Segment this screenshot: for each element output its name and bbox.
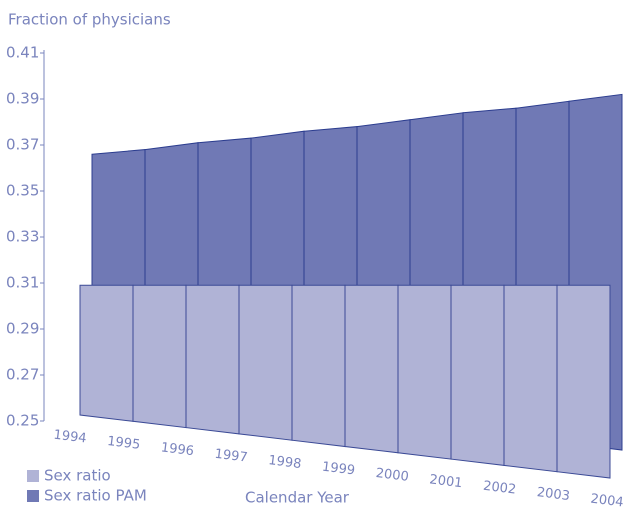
bar-segment	[185, 284, 240, 435]
bar-segment	[344, 284, 399, 454]
bar-segment	[397, 284, 452, 460]
bar-segment	[556, 284, 611, 479]
x-tick-label: 2001	[429, 472, 464, 491]
legend-label: Sex ratio	[44, 467, 111, 485]
bar-segment	[450, 284, 505, 466]
legend-swatch	[27, 470, 39, 482]
y-tick-label: 0.35	[6, 182, 39, 200]
bar-segment	[79, 284, 134, 422]
x-axis-title: Calendar Year	[245, 489, 350, 507]
x-tick-label: 1996	[160, 440, 195, 459]
bar-segment	[132, 284, 187, 429]
x-tick-label: 2002	[482, 479, 517, 498]
y-tick-label: 0.33	[6, 228, 39, 246]
x-tick-label: 1995	[106, 434, 141, 453]
legend-label: Sex ratio PAM	[44, 487, 147, 505]
x-tick-label: 1999	[321, 460, 356, 479]
y-tick-label: 0.41	[6, 44, 39, 62]
y-tick-label: 0.31	[6, 274, 39, 292]
y-tick-label: 0.27	[6, 366, 39, 384]
x-tick-label: 1994	[53, 428, 88, 447]
legend-swatch	[27, 490, 39, 502]
bar-segment	[238, 284, 293, 441]
y-tick-label: 0.25	[6, 412, 39, 430]
x-tick-label: 1997	[214, 447, 249, 466]
y-tick-label: 0.37	[6, 136, 39, 154]
y-tick-label: 0.39	[6, 90, 39, 108]
y-axis-title: Fraction of physicians	[8, 11, 171, 29]
bar-segment	[503, 284, 558, 473]
x-tick-label: 2004	[590, 492, 625, 511]
y-tick-label: 0.29	[6, 320, 39, 338]
x-tick-label: 1998	[267, 453, 302, 472]
x-tick-label: 2003	[536, 485, 571, 504]
bar-segment	[291, 284, 346, 448]
x-tick-label: 2000	[375, 466, 410, 485]
